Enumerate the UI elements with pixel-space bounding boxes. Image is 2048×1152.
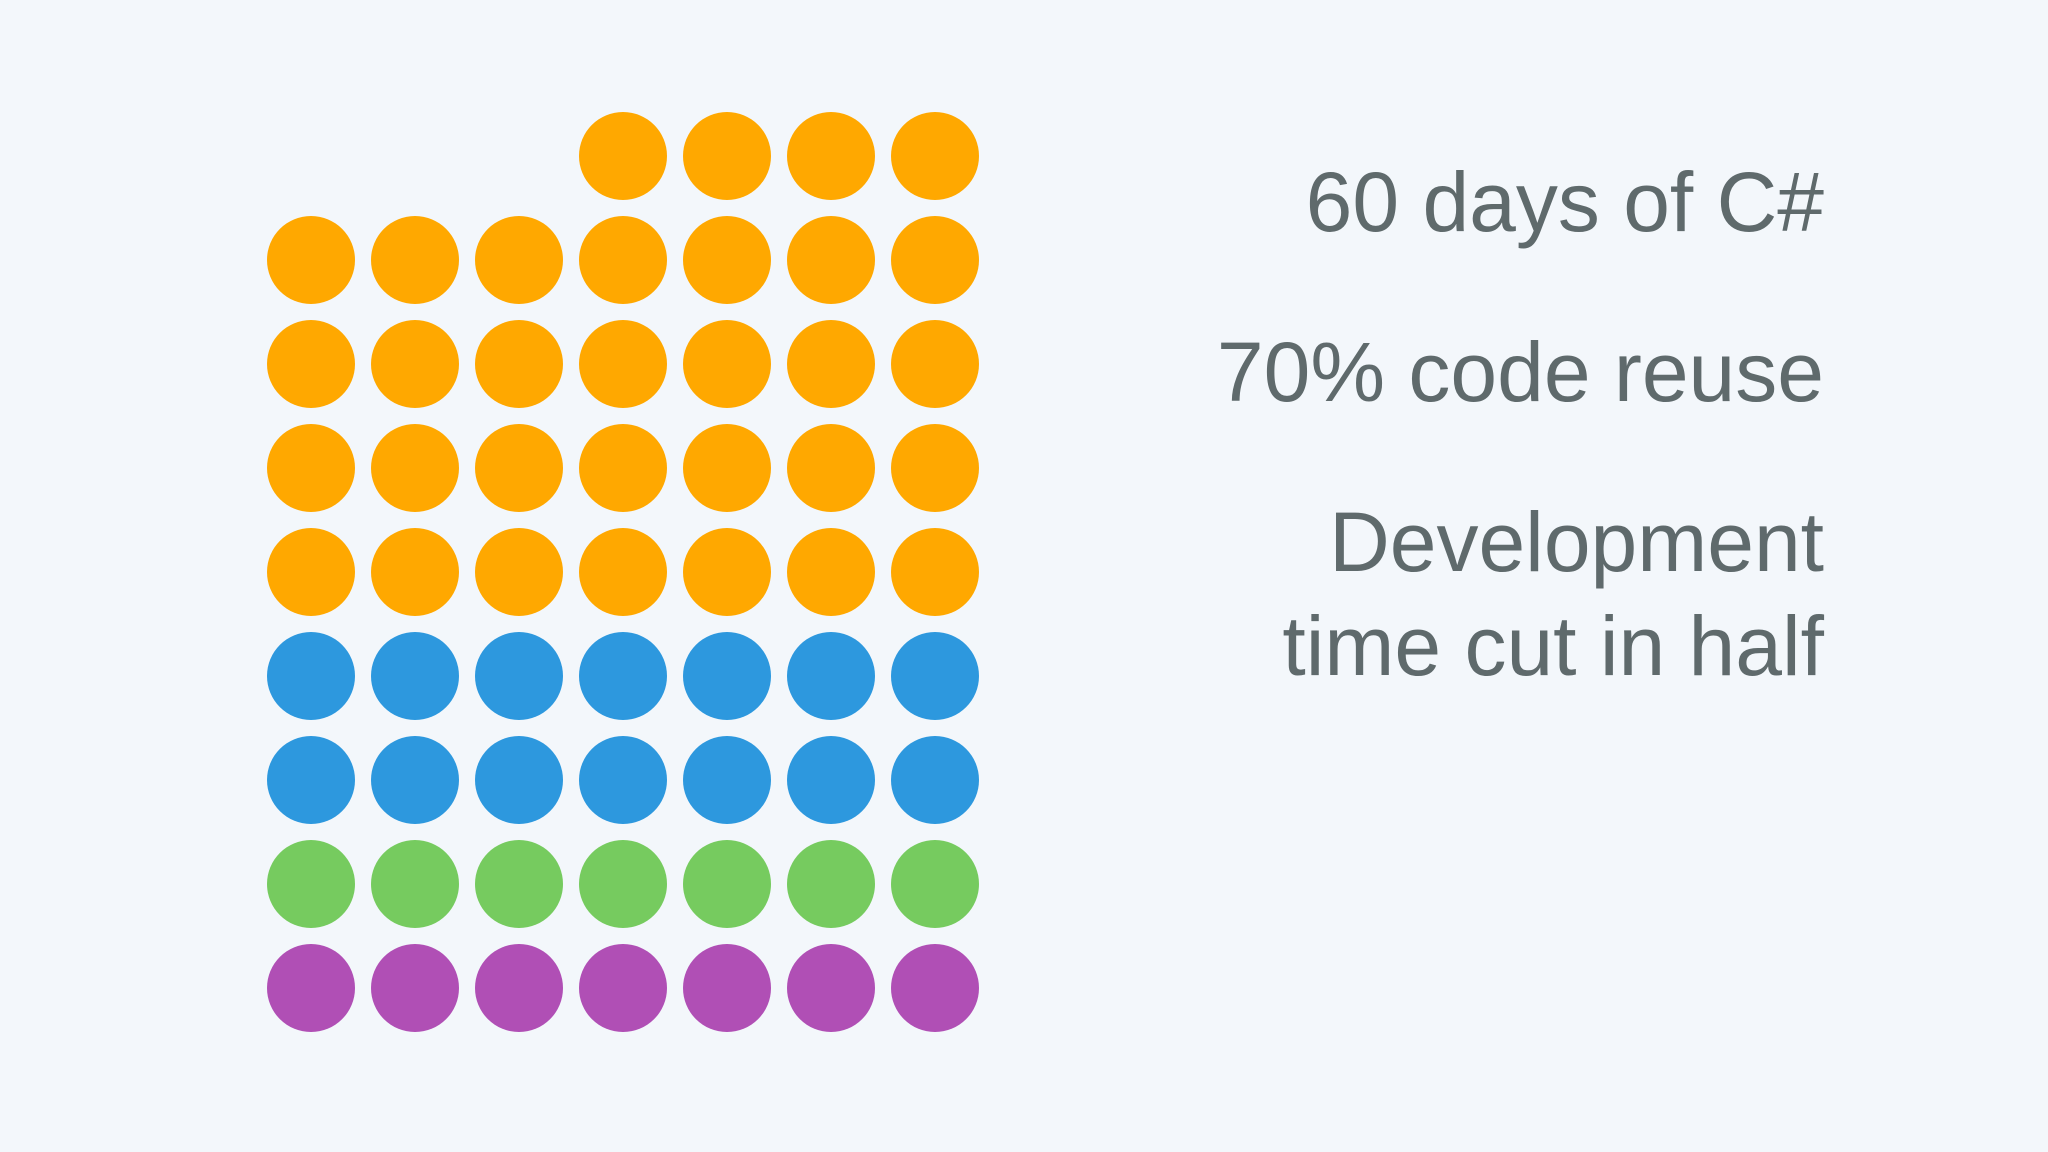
dot-r8-c3	[579, 944, 667, 1032]
dot-r0-c6	[891, 112, 979, 200]
dot-r2-c6	[891, 320, 979, 408]
stat-development-time: Development time cut in half	[1282, 495, 1824, 693]
dot-r7-c0	[267, 840, 355, 928]
dot-r8-c2	[475, 944, 563, 1032]
dot-r6-c5	[787, 736, 875, 824]
dot-r6-c0	[267, 736, 355, 824]
dot-r7-c5	[787, 840, 875, 928]
dot-r4-c4	[683, 528, 771, 616]
dot-r8-c0	[267, 944, 355, 1032]
dot-r4-c2	[475, 528, 563, 616]
dot-r7-c6	[891, 840, 979, 928]
dot-r2-c2	[475, 320, 563, 408]
dot-r0-c5	[787, 112, 875, 200]
dot-r3-c4	[683, 424, 771, 512]
dot-r5-c4	[683, 632, 771, 720]
dot-grid	[267, 112, 979, 1032]
dot-r7-c4	[683, 840, 771, 928]
dot-r5-c5	[787, 632, 875, 720]
dot-r2-c4	[683, 320, 771, 408]
dot-r4-c0	[267, 528, 355, 616]
dot-r1-c0	[267, 216, 355, 304]
dot-r3-c0	[267, 424, 355, 512]
dot-r8-c1	[371, 944, 459, 1032]
dot-r3-c3	[579, 424, 667, 512]
dot-r2-c3	[579, 320, 667, 408]
dot-r3-c5	[787, 424, 875, 512]
dot-r3-c1	[371, 424, 459, 512]
dot-r6-c1	[371, 736, 459, 824]
dot-r0-c4	[683, 112, 771, 200]
dot-r7-c3	[579, 840, 667, 928]
dot-r7-c2	[475, 840, 563, 928]
dot-r5-c2	[475, 632, 563, 720]
dot-r2-c0	[267, 320, 355, 408]
dot-r5-c6	[891, 632, 979, 720]
dot-r1-c6	[891, 216, 979, 304]
dot-r8-c5	[787, 944, 875, 1032]
dot-r8-c6	[891, 944, 979, 1032]
dot-r6-c3	[579, 736, 667, 824]
dot-r1-c1	[371, 216, 459, 304]
stats-panel: 60 days of C# 70% code reuse Development…	[924, 150, 1824, 764]
dot-r6-c2	[475, 736, 563, 824]
dot-r4-c1	[371, 528, 459, 616]
dot-r6-c4	[683, 736, 771, 824]
dot-r8-c4	[683, 944, 771, 1032]
dot-r1-c4	[683, 216, 771, 304]
dot-r0-c3	[579, 112, 667, 200]
dot-r1-c2	[475, 216, 563, 304]
stat-code-reuse: 70% code reuse	[1216, 325, 1824, 419]
dot-r4-c5	[787, 528, 875, 616]
dot-r2-c5	[787, 320, 875, 408]
stat-days: 60 days of C#	[1305, 155, 1824, 249]
dot-r5-c3	[579, 632, 667, 720]
dot-r2-c1	[371, 320, 459, 408]
dot-r3-c6	[891, 424, 979, 512]
dot-r4-c3	[579, 528, 667, 616]
dot-r1-c5	[787, 216, 875, 304]
dot-r5-c1	[371, 632, 459, 720]
dot-r6-c6	[891, 736, 979, 824]
dot-r4-c6	[891, 528, 979, 616]
dot-r7-c1	[371, 840, 459, 928]
dot-r3-c2	[475, 424, 563, 512]
dot-r1-c3	[579, 216, 667, 304]
dot-r5-c0	[267, 632, 355, 720]
